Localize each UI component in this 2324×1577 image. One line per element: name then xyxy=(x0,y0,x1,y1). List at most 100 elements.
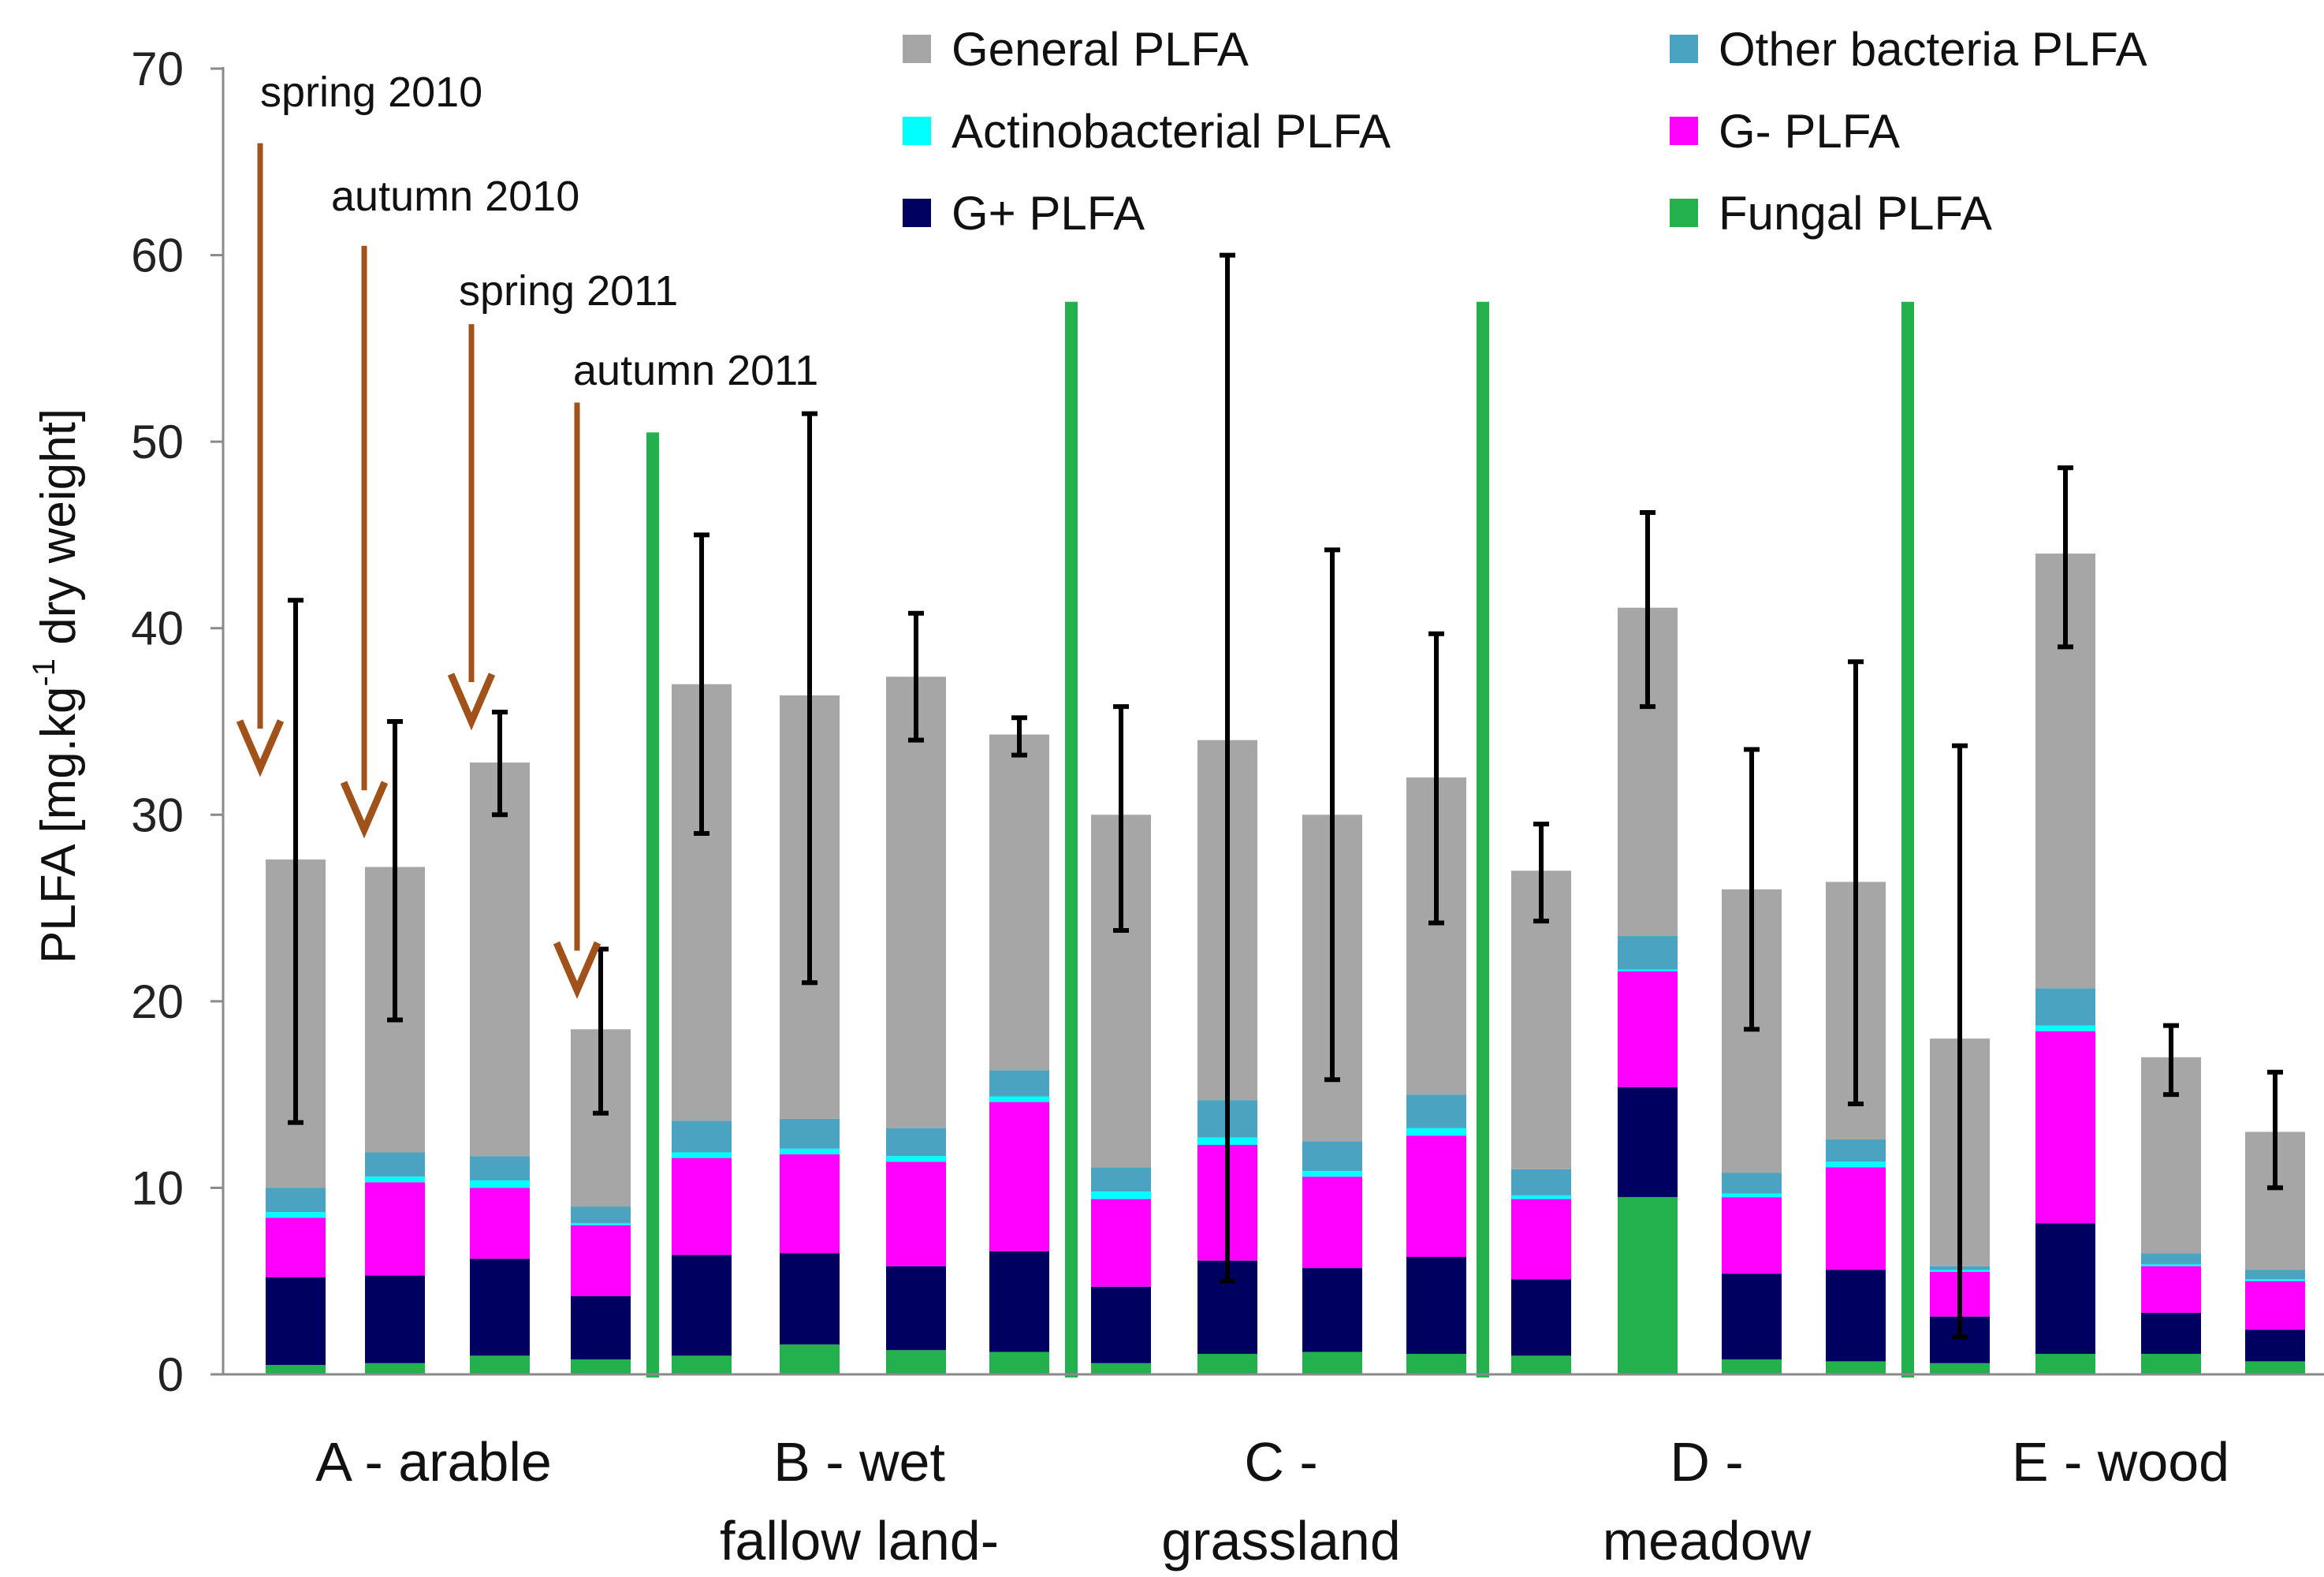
bar-segment xyxy=(266,1365,326,1374)
bar-segment xyxy=(571,1225,631,1296)
bar-segment xyxy=(266,1212,326,1218)
bar-segment xyxy=(1511,1279,1571,1356)
bar-segment xyxy=(780,1154,840,1254)
bar-segment xyxy=(886,1350,946,1374)
bar-segment xyxy=(1302,1171,1362,1177)
y-axis-title-superscript: -1 xyxy=(27,658,61,687)
bar-segment xyxy=(886,1266,946,1351)
bar-segment xyxy=(989,734,1049,1071)
y-tick-label: 0 xyxy=(158,1348,184,1401)
bar-segment xyxy=(266,1217,326,1277)
bar-segment xyxy=(571,1359,631,1374)
bar-segment xyxy=(886,677,946,1128)
plot-area: 0 10 20 30 40 50 60 70 spring 2010 autumn 2010 spr… xyxy=(131,23,2324,1571)
y-tick-label: 70 xyxy=(131,43,184,95)
bar-segment xyxy=(266,1277,326,1366)
bar-segment xyxy=(365,1275,425,1363)
legend-label: Other bacteria PLFA xyxy=(1719,23,2147,76)
bar-segment xyxy=(780,1253,840,1345)
group-label: A - arable xyxy=(315,1431,552,1493)
bar-segment xyxy=(2035,988,2095,1026)
group-label: E - wood xyxy=(2012,1431,2229,1493)
annotation-arrow-head xyxy=(236,719,285,777)
legend-label: Fungal PLFA xyxy=(1719,187,1992,240)
annotation-label: spring 2011 xyxy=(459,267,678,315)
bar-segment xyxy=(989,1102,1049,1251)
annotation-arrow-head xyxy=(447,673,496,731)
bar-segment xyxy=(2035,1223,2095,1354)
y-tick-label: 40 xyxy=(131,602,184,655)
bar-segment xyxy=(1722,1273,1782,1360)
bar-segment xyxy=(365,1152,425,1177)
y-tick-label: 10 xyxy=(131,1161,184,1214)
bar-segment xyxy=(2141,1264,2201,1266)
bar-segment xyxy=(470,1258,530,1356)
bar-segment xyxy=(672,1152,732,1158)
legend-label: G+ PLFA xyxy=(952,187,1145,240)
bar-segment xyxy=(2141,1312,2201,1354)
bar-segment xyxy=(1091,1199,1151,1287)
bar-segment xyxy=(571,1296,631,1360)
bar-segment xyxy=(1511,1355,1571,1374)
bar-segment xyxy=(780,1148,840,1154)
bar-segment xyxy=(1302,1351,1362,1374)
bar-segment xyxy=(886,1128,946,1157)
annotation-label: autumn 2010 xyxy=(331,173,579,220)
bar-segment xyxy=(780,1344,840,1374)
bar-segment xyxy=(1302,1268,1362,1352)
bar-segment xyxy=(1722,1172,1782,1194)
bar-segment xyxy=(989,1096,1049,1102)
bar-segment xyxy=(1406,1094,1466,1128)
bar-segment xyxy=(672,1255,732,1356)
bar-segment xyxy=(1197,1353,1257,1374)
bar-segment xyxy=(2245,1269,2305,1280)
bar-segment xyxy=(1722,1197,1782,1274)
bar-segment xyxy=(989,1351,1049,1374)
bar-segment xyxy=(2141,1253,2201,1265)
bar-segment xyxy=(1618,971,1678,1087)
bar-segment xyxy=(1091,1363,1151,1374)
y-axis-title: PLFA [mg.kg-1 dry weight] xyxy=(27,408,86,964)
bar-segment xyxy=(1722,1193,1782,1198)
bar-segment xyxy=(365,1176,425,1183)
y-tick-label: 20 xyxy=(131,975,184,1028)
bar-segment xyxy=(1618,1087,1678,1198)
group-label: B - wet xyxy=(773,1431,945,1493)
group-label: C - xyxy=(1244,1431,1317,1493)
y-tick-label: 30 xyxy=(131,788,184,841)
bar-segment xyxy=(1826,1167,1886,1270)
bar-segment xyxy=(1302,1141,1362,1172)
bar-segment xyxy=(470,1180,530,1188)
bar-segment xyxy=(672,1355,732,1374)
bar-segment xyxy=(672,1158,732,1255)
legend-label: Actinobacterial PLFA xyxy=(952,105,1391,158)
bar-segment xyxy=(989,1070,1049,1097)
bar-segment xyxy=(1618,1197,1678,1374)
bar-segment xyxy=(470,1355,530,1374)
bar-segment xyxy=(672,1120,732,1153)
bar-segment xyxy=(989,1251,1049,1352)
bar-segment xyxy=(2245,1279,2305,1281)
legend-swatch xyxy=(903,35,931,63)
bar-segment xyxy=(1091,1191,1151,1199)
legend-swatch xyxy=(903,117,931,145)
legend-swatch xyxy=(1670,199,1698,227)
bar-segment xyxy=(2141,1266,2201,1313)
legend-swatch xyxy=(1670,117,1698,145)
bar-segment xyxy=(470,762,530,1157)
bar-segment xyxy=(1302,1176,1362,1269)
group-label: D - xyxy=(1670,1431,1743,1493)
bar-segment xyxy=(2035,1353,2095,1374)
bar-segment xyxy=(1930,1363,1990,1374)
bar-segment xyxy=(1091,1167,1151,1192)
bar-segment xyxy=(470,1187,530,1259)
bar-segment xyxy=(1511,1199,1571,1280)
group-label: grassland xyxy=(1161,1510,1401,1571)
annotation-label: autumn 2011 xyxy=(573,347,818,394)
bar-segment xyxy=(886,1161,946,1266)
legend-label: G- PLFA xyxy=(1719,105,1900,158)
bar-segment xyxy=(2035,1031,2095,1224)
bar-segment xyxy=(571,1206,631,1224)
legend-swatch xyxy=(903,199,931,227)
